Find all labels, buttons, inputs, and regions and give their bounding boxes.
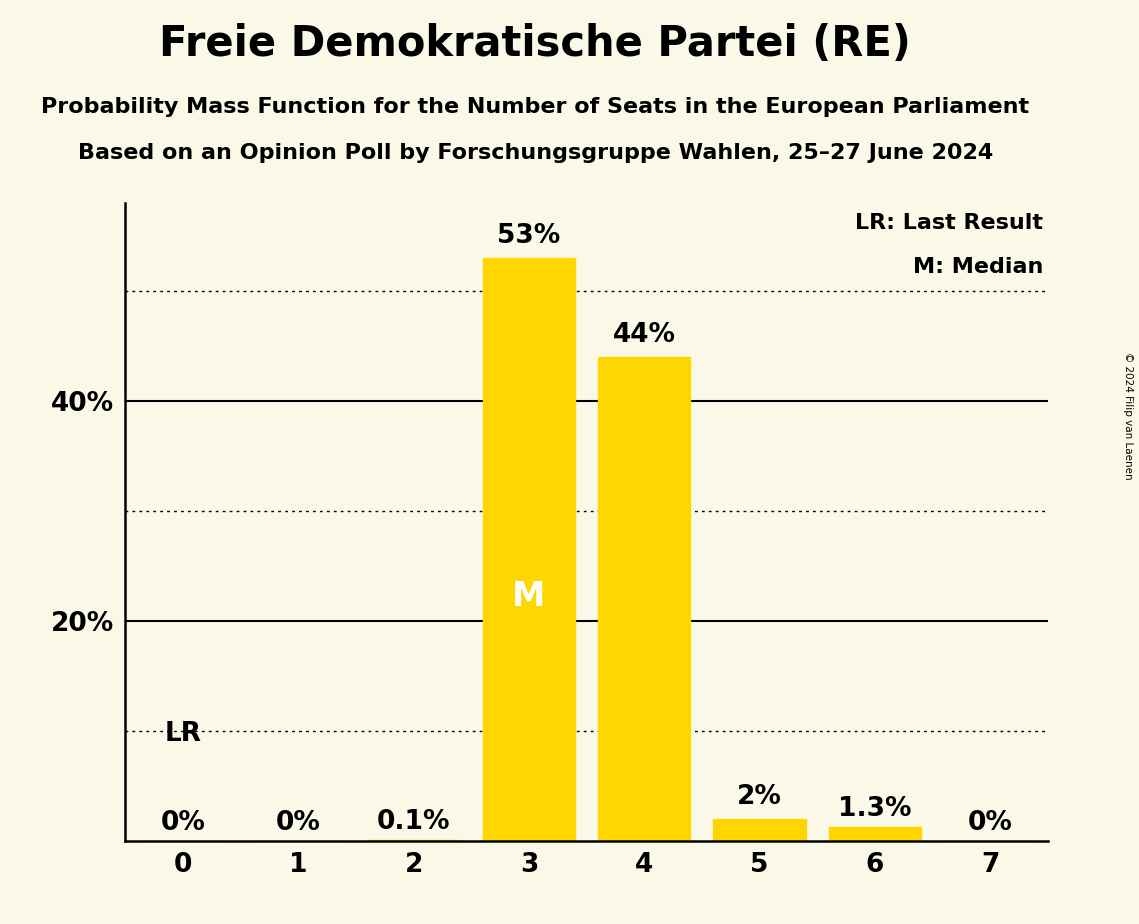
Bar — [483, 258, 575, 841]
Bar — [713, 819, 805, 841]
Text: Based on an Opinion Poll by Forschungsgruppe Wahlen, 25–27 June 2024: Based on an Opinion Poll by Forschungsgr… — [77, 143, 993, 164]
Text: 44%: 44% — [613, 322, 675, 348]
Text: © 2024 Filip van Laenen: © 2024 Filip van Laenen — [1123, 352, 1133, 480]
Text: 0%: 0% — [276, 810, 321, 836]
Text: Probability Mass Function for the Number of Seats in the European Parliament: Probability Mass Function for the Number… — [41, 97, 1030, 117]
Text: LR: LR — [164, 722, 202, 748]
Text: 2%: 2% — [737, 784, 782, 810]
Text: 0%: 0% — [161, 810, 205, 836]
Bar — [598, 358, 690, 841]
Text: 0.1%: 0.1% — [377, 809, 450, 835]
Text: 1.3%: 1.3% — [838, 796, 911, 822]
Bar — [829, 827, 921, 841]
Text: Freie Demokratische Partei (RE): Freie Demokratische Partei (RE) — [159, 23, 911, 65]
Bar — [368, 840, 460, 841]
Text: 53%: 53% — [498, 224, 560, 249]
Text: LR: Last Result: LR: Last Result — [855, 213, 1043, 233]
Text: M: M — [513, 579, 546, 613]
Text: M: Median: M: Median — [912, 258, 1043, 277]
Text: 0%: 0% — [968, 810, 1013, 836]
